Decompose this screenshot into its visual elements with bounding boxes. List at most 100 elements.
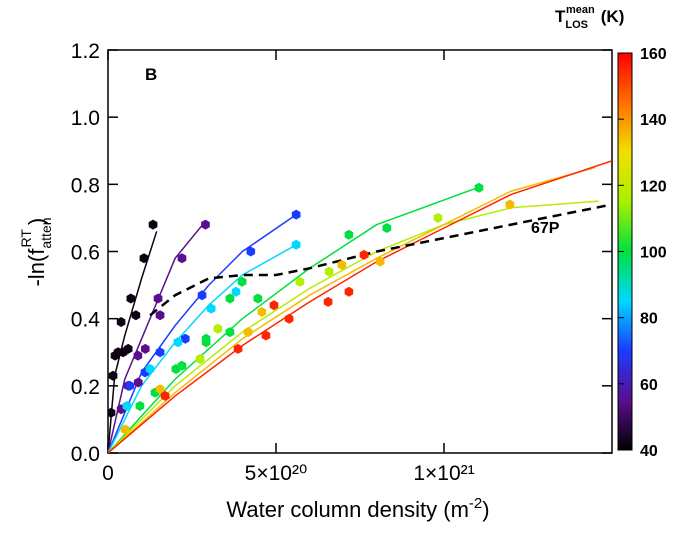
x-tick-label: 0 bbox=[102, 462, 114, 485]
data-point bbox=[177, 253, 187, 264]
data-point bbox=[261, 330, 271, 341]
y-tick-label: 0.2 bbox=[71, 376, 100, 399]
data-point bbox=[237, 276, 247, 287]
data-point bbox=[177, 360, 187, 371]
data-point bbox=[108, 370, 118, 381]
x-tick-label: 1×10²¹ bbox=[413, 462, 474, 485]
x-label-close: ) bbox=[482, 497, 489, 522]
data-point bbox=[108, 407, 116, 418]
y-tick-label: 0.6 bbox=[71, 242, 100, 265]
x-axis-label: Water column density (m-2) bbox=[226, 495, 489, 522]
data-point bbox=[148, 219, 158, 230]
data-point bbox=[133, 350, 143, 361]
data-point bbox=[505, 199, 515, 210]
data-point bbox=[359, 249, 369, 260]
colorbar-tick-label: 160 bbox=[640, 46, 667, 63]
data-point bbox=[195, 354, 205, 364]
data-point bbox=[173, 337, 183, 348]
data-point bbox=[213, 323, 223, 334]
fit-curve bbox=[108, 200, 599, 453]
data-point bbox=[337, 259, 347, 270]
data-point bbox=[344, 229, 354, 240]
y-label-close: ) bbox=[24, 218, 49, 225]
colorbar-tick-label: 60 bbox=[640, 377, 658, 394]
x-label-text: Water column density (m bbox=[226, 497, 468, 522]
data-point bbox=[126, 293, 136, 304]
data-point bbox=[155, 347, 165, 358]
cb-title-sup: mean bbox=[566, 4, 595, 16]
colorbar-tick-label: 100 bbox=[640, 245, 667, 262]
data-point bbox=[201, 333, 211, 344]
data-point bbox=[155, 384, 165, 395]
data-point bbox=[344, 286, 354, 297]
data-point bbox=[253, 293, 263, 304]
y-tick-label: 0.8 bbox=[71, 174, 100, 197]
cb-title-text: T bbox=[555, 7, 566, 26]
data-point bbox=[206, 303, 216, 314]
y-tick-label: 1.0 bbox=[71, 107, 100, 130]
colorbar-tick-label: 40 bbox=[640, 443, 658, 460]
data-point bbox=[257, 307, 267, 317]
reference-curve bbox=[149, 203, 612, 317]
data-point bbox=[123, 343, 133, 354]
data-point bbox=[160, 390, 170, 401]
data-point bbox=[225, 327, 235, 338]
y-tick-label: 0.0 bbox=[71, 443, 100, 466]
y-axis-label: -ln(fattenRT) bbox=[18, 217, 54, 286]
y-label-text: -ln(f bbox=[24, 248, 49, 287]
data-point bbox=[323, 296, 333, 307]
data-point bbox=[295, 276, 305, 287]
data-point bbox=[269, 300, 279, 311]
data-point bbox=[324, 266, 334, 277]
fit-curve bbox=[108, 244, 297, 453]
fit-curve bbox=[108, 160, 612, 453]
y-label-sub: atten bbox=[38, 217, 54, 248]
plot-layer bbox=[108, 160, 612, 453]
x-label-sup: -2 bbox=[469, 495, 482, 512]
y-tick-label: 0.4 bbox=[71, 309, 101, 332]
data-point bbox=[382, 223, 392, 233]
data-point bbox=[153, 293, 163, 304]
data-point bbox=[474, 182, 484, 193]
data-point bbox=[233, 343, 243, 354]
y-label-sup: RT bbox=[18, 229, 34, 248]
reference-label: 67P bbox=[531, 220, 560, 237]
data-point bbox=[135, 401, 145, 411]
colorbar-tick-label: 140 bbox=[640, 112, 667, 129]
data-point bbox=[197, 290, 207, 301]
cb-title-unit: (K) bbox=[601, 7, 625, 26]
data-point bbox=[246, 246, 256, 257]
data-point bbox=[433, 212, 443, 223]
colorbar-title: TLOS mean (K) bbox=[555, 4, 624, 31]
data-point bbox=[291, 209, 301, 220]
data-point bbox=[120, 424, 130, 435]
x-tick-label: 5×10²⁰ bbox=[245, 462, 308, 485]
data-point bbox=[125, 380, 135, 391]
data-point bbox=[231, 286, 241, 297]
data-point bbox=[243, 327, 253, 338]
data-point bbox=[225, 293, 235, 304]
panel-label: B bbox=[145, 65, 157, 84]
data-point bbox=[116, 317, 126, 327]
data-point bbox=[155, 310, 165, 321]
fit-curve bbox=[108, 166, 596, 453]
data-point bbox=[131, 310, 141, 321]
data-point bbox=[291, 239, 301, 250]
data-point bbox=[201, 219, 210, 230]
data-point bbox=[139, 253, 149, 264]
fit-curve bbox=[108, 220, 206, 453]
data-point bbox=[133, 377, 143, 388]
data-point bbox=[122, 401, 132, 411]
data-point bbox=[375, 256, 385, 267]
cb-title-sub: LOS bbox=[565, 19, 588, 31]
plot-frame bbox=[107, 49, 613, 454]
colorbar-tick-label: 80 bbox=[640, 311, 658, 328]
data-point bbox=[180, 333, 190, 344]
y-tick-label: 1.2 bbox=[71, 40, 100, 63]
data-point bbox=[141, 343, 150, 354]
fit-curve bbox=[108, 231, 158, 453]
data-point bbox=[145, 364, 155, 374]
colorbar-tick-label: 120 bbox=[640, 178, 667, 195]
data-point bbox=[284, 313, 294, 324]
